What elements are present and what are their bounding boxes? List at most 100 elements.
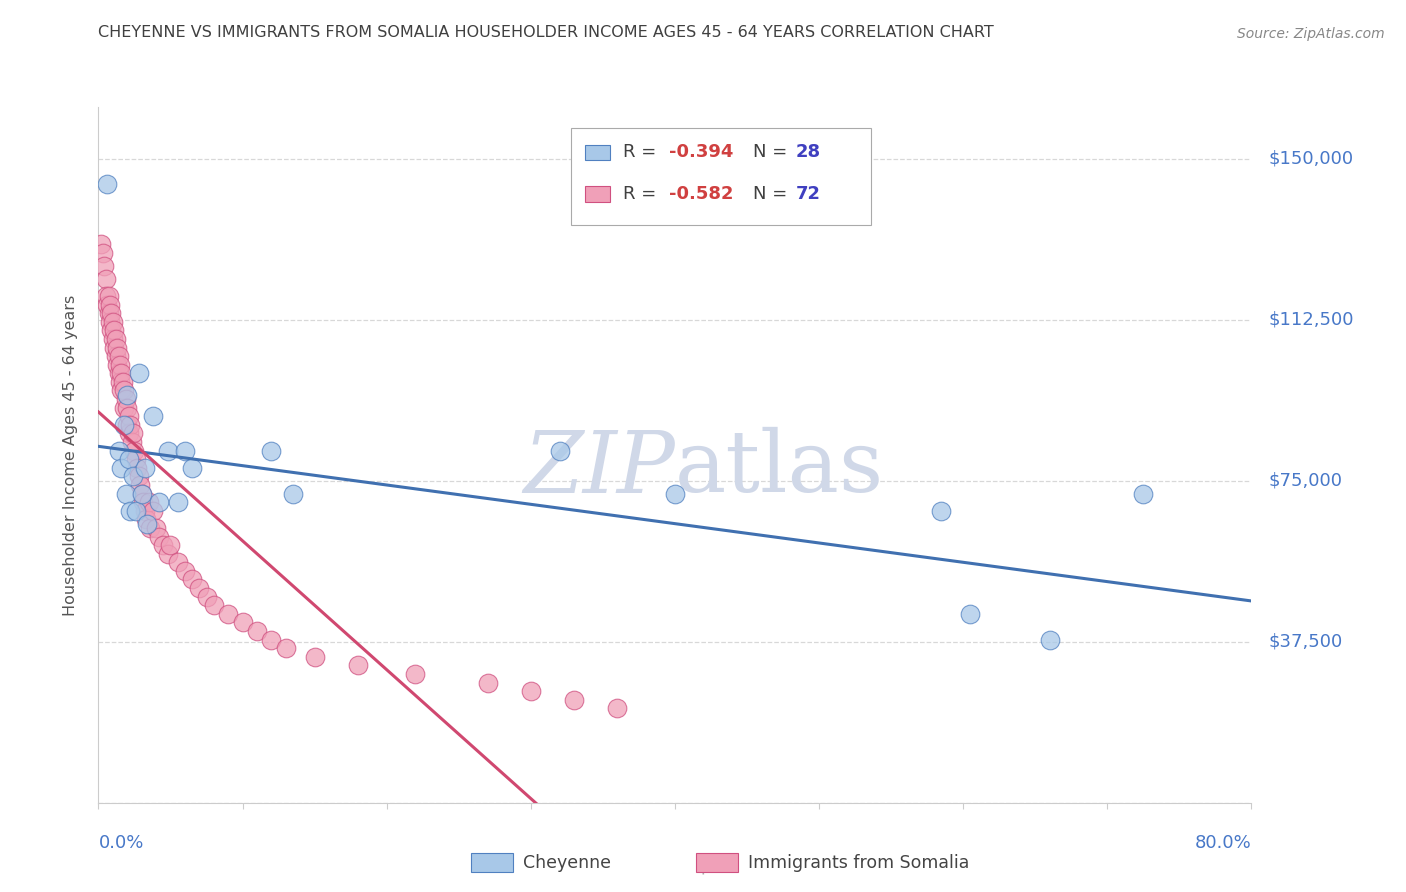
- Point: [100, 306, 122, 320]
- Text: ZIP: ZIP: [523, 427, 675, 510]
- Text: $112,500: $112,500: [1268, 310, 1354, 328]
- Point: [104, 349, 127, 363]
- Text: Cheyenne: Cheyenne: [523, 854, 612, 871]
- Point: [91, 246, 114, 260]
- Point: [304, 649, 326, 664]
- Point: [174, 564, 197, 578]
- Point: [346, 658, 368, 673]
- Point: [117, 401, 138, 415]
- Point: [202, 599, 225, 613]
- Point: [97, 306, 120, 320]
- Point: [118, 409, 141, 424]
- Point: [664, 486, 686, 500]
- Point: [134, 504, 156, 518]
- Point: [138, 495, 160, 509]
- Point: [128, 469, 150, 483]
- Point: [260, 443, 283, 458]
- Point: [100, 323, 122, 337]
- Text: -0.582: -0.582: [669, 185, 734, 203]
- FancyBboxPatch shape: [571, 128, 870, 226]
- Point: [188, 581, 211, 595]
- Point: [107, 367, 129, 381]
- Point: [112, 401, 135, 415]
- Point: [125, 452, 148, 467]
- Point: [135, 512, 157, 526]
- Point: [520, 684, 543, 698]
- Point: [156, 443, 179, 458]
- Point: [131, 486, 153, 500]
- Point: [110, 384, 132, 398]
- Point: [97, 289, 120, 303]
- Point: [101, 332, 124, 346]
- Point: [181, 460, 204, 475]
- Point: [156, 547, 179, 561]
- Point: [105, 358, 128, 372]
- Point: [260, 632, 283, 647]
- Point: [1132, 486, 1154, 500]
- Point: [132, 495, 155, 509]
- Point: [107, 349, 129, 363]
- FancyBboxPatch shape: [585, 145, 610, 160]
- Point: [152, 538, 174, 552]
- Point: [112, 417, 135, 432]
- Point: [94, 272, 117, 286]
- Point: [103, 323, 125, 337]
- Text: |: |: [700, 855, 706, 874]
- Point: [121, 435, 143, 450]
- Point: [217, 607, 239, 621]
- Point: [117, 388, 138, 402]
- Point: [174, 443, 197, 458]
- Text: -0.394: -0.394: [669, 144, 734, 161]
- Point: [93, 259, 115, 273]
- Point: [131, 486, 153, 500]
- Point: [181, 573, 204, 587]
- Point: [142, 504, 165, 518]
- Text: Source: ZipAtlas.com: Source: ZipAtlas.com: [1237, 27, 1385, 41]
- Point: [98, 297, 121, 311]
- Point: [124, 443, 146, 458]
- Text: N =: N =: [754, 144, 793, 161]
- Point: [548, 443, 571, 458]
- FancyBboxPatch shape: [585, 186, 610, 202]
- Point: [94, 289, 117, 303]
- Point: [274, 641, 297, 656]
- Point: [104, 332, 127, 346]
- Point: [107, 443, 129, 458]
- Point: [142, 409, 165, 424]
- Text: 28: 28: [796, 144, 821, 161]
- Text: N =: N =: [754, 185, 793, 203]
- Point: [127, 460, 149, 475]
- Point: [195, 590, 218, 604]
- Point: [114, 392, 136, 406]
- Text: $75,000: $75,000: [1268, 472, 1343, 490]
- Point: [166, 495, 188, 509]
- Point: [114, 486, 136, 500]
- Point: [122, 426, 145, 441]
- Text: R =: R =: [623, 185, 662, 203]
- Point: [110, 367, 132, 381]
- Text: $150,000: $150,000: [1268, 150, 1354, 168]
- Y-axis label: Householder Income Ages 45 - 64 years: Householder Income Ages 45 - 64 years: [63, 294, 77, 615]
- Text: CHEYENNE VS IMMIGRANTS FROM SOMALIA HOUSEHOLDER INCOME AGES 45 - 64 YEARS CORREL: CHEYENNE VS IMMIGRANTS FROM SOMALIA HOUS…: [98, 25, 994, 40]
- Point: [118, 426, 141, 441]
- Point: [96, 178, 118, 192]
- Point: [96, 297, 118, 311]
- Point: [145, 521, 167, 535]
- Point: [118, 452, 141, 467]
- Point: [246, 624, 269, 638]
- Text: $37,500: $37,500: [1268, 632, 1343, 651]
- Point: [405, 667, 427, 681]
- Text: Immigrants from Somalia: Immigrants from Somalia: [748, 854, 969, 871]
- Point: [128, 367, 150, 381]
- Text: 80.0%: 80.0%: [1195, 834, 1251, 852]
- Point: [159, 538, 181, 552]
- Point: [281, 486, 304, 500]
- Point: [120, 504, 142, 518]
- Point: [117, 417, 138, 432]
- Point: [562, 692, 585, 706]
- Point: [129, 478, 152, 492]
- Point: [120, 417, 142, 432]
- Point: [1038, 632, 1062, 647]
- Point: [606, 701, 628, 715]
- Point: [111, 375, 134, 389]
